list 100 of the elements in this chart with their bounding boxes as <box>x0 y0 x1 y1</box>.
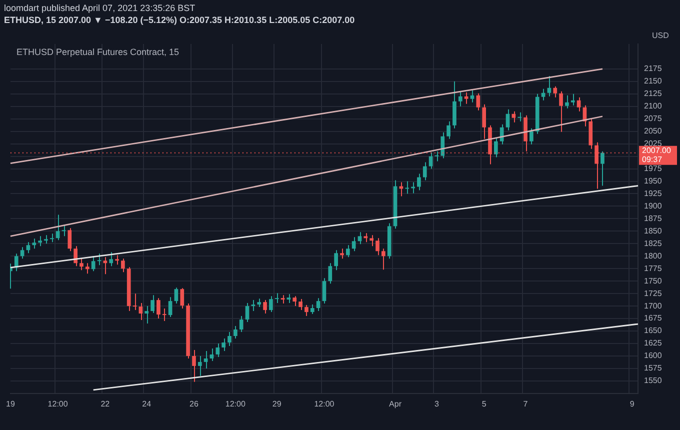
candlestick <box>328 262 332 284</box>
x-tick-label: 7 <box>523 399 528 408</box>
candlestick <box>144 306 149 324</box>
y-tick-label: 2175 <box>644 64 662 74</box>
candlestick <box>565 94 569 109</box>
candlestick <box>292 296 297 307</box>
candlestick <box>570 93 575 106</box>
y-tick-label: 2125 <box>644 89 662 98</box>
candlestick <box>263 300 267 314</box>
text: 09:37 <box>642 155 663 164</box>
candlestick <box>85 262 90 274</box>
y-tick-label: 1925 <box>644 188 662 198</box>
candlestick <box>446 120 450 140</box>
candlestick <box>251 300 256 312</box>
candlestick <box>269 296 273 313</box>
candlestick <box>316 298 320 312</box>
candlestick <box>512 110 516 123</box>
candlestick <box>358 232 362 245</box>
candlestick <box>138 302 143 321</box>
candlestick <box>411 182 415 194</box>
candlestick <box>62 224 66 237</box>
y-tick-label: 1850 <box>644 226 662 236</box>
candlestick <box>216 342 220 358</box>
x-tick-label: 5 <box>482 399 487 408</box>
candlestick <box>80 258 84 271</box>
candlestick <box>494 138 498 158</box>
candlestick <box>382 248 386 270</box>
y-tick-label: 1600 <box>644 351 662 360</box>
y-axis-title: USD <box>652 31 670 40</box>
candlestick <box>20 246 24 260</box>
candlestick <box>588 118 593 150</box>
candlestick <box>576 96 581 112</box>
candlestick <box>210 348 214 362</box>
candlestick <box>298 298 302 311</box>
annotation: ETHUSD Perpetual Futures Contract, 15 <box>16 46 180 57</box>
candlestick <box>541 88 546 101</box>
candlestick <box>530 128 534 145</box>
x-tick-label: 19 <box>6 399 16 408</box>
candlestick <box>204 350 208 369</box>
candlestick <box>103 256 108 275</box>
candlestick <box>222 338 226 352</box>
candlestick <box>156 298 160 320</box>
chart-title: loomdart published April 07, 2021 23:35:26 BST <box>4 2 196 14</box>
candlestick <box>132 293 137 311</box>
candlestick <box>198 355 202 376</box>
candlestick <box>304 304 308 317</box>
x-tick-label: 12:00 <box>314 399 335 408</box>
candlestick <box>334 250 338 271</box>
candlestick <box>417 173 421 191</box>
candlestick <box>352 236 356 252</box>
x-tick-label: 22 <box>100 399 110 408</box>
candlestick <box>500 124 504 145</box>
x-tick-label: 24 <box>142 399 152 408</box>
candlestick <box>422 162 427 181</box>
y-tick-label: 1700 <box>644 301 662 310</box>
candlestick <box>74 246 78 267</box>
candlestick <box>245 302 250 323</box>
candlestick <box>91 256 96 272</box>
x-tick-label: 29 <box>272 399 282 408</box>
y-tick-label: 1875 <box>644 214 662 223</box>
candlestick <box>476 92 480 111</box>
candlestick <box>14 253 18 272</box>
candlestick <box>38 236 42 247</box>
candlestick <box>274 292 279 304</box>
candlestick <box>26 242 30 254</box>
ref-line-label: 2007.00 <box>642 146 672 156</box>
candlestick <box>168 296 172 318</box>
y-tick-label: 2100 <box>644 102 662 111</box>
candlestick <box>180 288 184 310</box>
candlestick <box>109 252 114 267</box>
candlestick <box>192 349 196 382</box>
candlestick <box>228 332 232 346</box>
candlestick <box>370 234 374 247</box>
candlestick <box>506 108 510 131</box>
candlestick <box>239 316 244 333</box>
x-tick-label: 9 <box>630 399 635 408</box>
candlestick <box>559 90 563 132</box>
y-tick-label: 1575 <box>644 364 662 373</box>
y-tick-label: 1625 <box>644 338 662 348</box>
candlestick <box>458 90 462 107</box>
candlestick <box>553 86 558 98</box>
y-tick-label: 1775 <box>644 264 662 273</box>
x-tick-label: 12:00 <box>225 399 246 408</box>
x-tick-label: Apr <box>389 399 402 408</box>
y-tick-label: 1550 <box>644 376 662 386</box>
candlestick <box>547 75 552 97</box>
x-tick-label: 3 <box>434 399 440 408</box>
candlestick <box>174 287 178 304</box>
candlestick <box>470 90 474 103</box>
chart-subtitle: ETHUSD, 15 2007.00 ▼ −108.20 (−5.12%) O:2007.35 H:2010.35 L:2005.05 C:2007.00 <box>4 14 355 26</box>
y-tick-label: 1750 <box>644 276 662 286</box>
candlestick <box>68 228 72 252</box>
y-tick-label: 2075 <box>644 114 662 124</box>
y-tick-label: 1975 <box>644 164 662 173</box>
candlestick <box>97 253 102 266</box>
y-tick-label: 1825 <box>644 238 662 248</box>
candlestick <box>482 104 486 140</box>
candlestick <box>121 258 125 273</box>
candlestick <box>440 132 445 159</box>
candlestick <box>32 238 36 250</box>
